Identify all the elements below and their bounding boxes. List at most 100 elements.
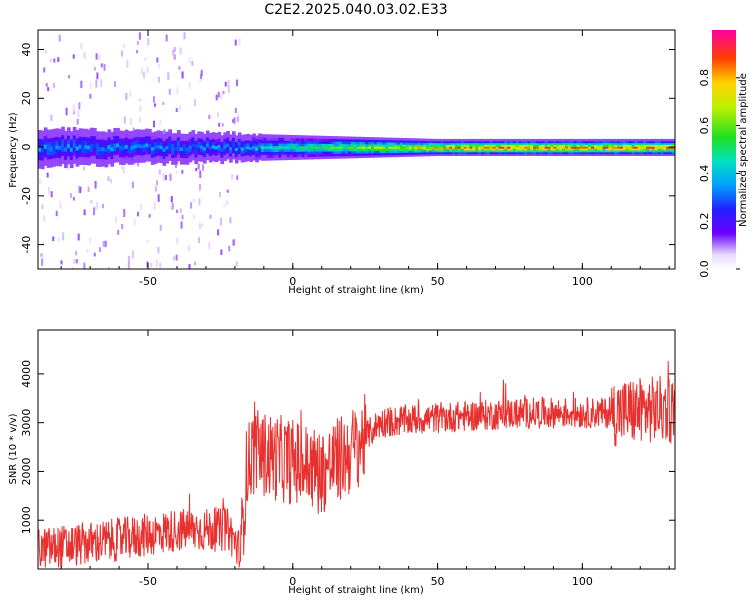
spectrogram-cell (342, 145, 346, 149)
spectrogram-cell (524, 140, 529, 144)
spectrogram-cell (524, 142, 529, 146)
spectrogram-cell (148, 146, 152, 151)
noise-cell (148, 214, 151, 218)
spectrogram-cell (536, 142, 540, 146)
spectrogram-cell (373, 148, 378, 152)
spectrogram-cell (269, 148, 274, 152)
spectrogram-cell (379, 146, 384, 149)
spectrogram-cell (315, 148, 320, 152)
spectrogram-cell (660, 146, 665, 149)
spectrogram-cell (182, 157, 187, 162)
spectrogram-cell (550, 142, 555, 146)
spectrogram-cell (93, 151, 97, 156)
spectrogram-cell (538, 151, 543, 155)
spectrogram-cell (538, 149, 543, 153)
spectrogram-cell (55, 149, 60, 154)
noise-cell (76, 118, 79, 125)
spectrogram-cell (669, 153, 673, 156)
spectrogram-cell (142, 151, 146, 156)
spectrogram-cell (579, 138, 584, 142)
spectrogram-cell (231, 140, 236, 145)
spectrogram-cell (197, 157, 201, 162)
spectrogram-cell (443, 138, 448, 142)
spectrogram-cell (179, 157, 184, 162)
noise-cell (150, 262, 153, 268)
spectrogram-cell (414, 152, 419, 155)
spectrogram-cell (628, 153, 633, 156)
spectrogram-cell (347, 141, 352, 145)
spectrogram-cell (481, 151, 485, 155)
spectrogram-cell (104, 163, 109, 168)
spectrogram-cell (208, 149, 213, 153)
spectrogram-cell (185, 157, 190, 162)
spectrogram-cell (391, 150, 395, 154)
noise-cell (83, 209, 86, 216)
spectrogram-cell (489, 149, 494, 153)
spectrogram-cell (275, 142, 280, 147)
spectrogram-cell (376, 146, 381, 149)
spectrogram-cell (104, 159, 109, 164)
spectrogram-cell (275, 140, 280, 144)
spectrogram-cell (136, 154, 141, 159)
noise-cell (235, 261, 238, 267)
noise-cell (46, 172, 49, 178)
spectrogram-cell (226, 149, 230, 154)
spectrogram-cell (229, 134, 233, 138)
spectrogram-cell (119, 156, 123, 162)
spectrogram-cell (200, 158, 204, 162)
spectrogram-cell (634, 146, 639, 149)
spectrogram-cell (246, 136, 251, 141)
spectrogram-cell (562, 153, 566, 156)
spectrogram-cell (90, 139, 94, 144)
spectrogram-cell (466, 138, 471, 142)
spectrogram-cell (475, 148, 479, 151)
spectrogram-cell (605, 140, 610, 144)
spectrogram-cell (481, 140, 485, 144)
spectrogram-cell (98, 150, 103, 156)
spectrogram-cell (191, 143, 196, 148)
spectrogram-cell (399, 148, 404, 151)
spectrogram-cell (657, 153, 662, 156)
spectrogram-cell (182, 147, 187, 152)
noise-cell (57, 57, 60, 63)
spectrogram-cell (512, 144, 517, 147)
spectrogram-cell (666, 149, 671, 153)
spectrogram-cell (260, 145, 265, 150)
spectrogram-cell (368, 150, 372, 154)
spectrogram-cell (669, 148, 673, 151)
spectrogram-cell (602, 138, 607, 142)
spectrogram-cell (654, 144, 659, 147)
spectrogram-cell (622, 153, 627, 156)
spectrogram-cell (611, 151, 615, 155)
spectrogram-cell (153, 131, 158, 136)
noise-cell (222, 90, 225, 95)
spectrogram-cell (666, 146, 671, 149)
spectrogram-cell (368, 137, 372, 140)
spectrogram-cell (379, 139, 384, 143)
spectrogram-cell (324, 135, 329, 139)
spectrogram-cell (365, 152, 369, 156)
spectrogram-cell (133, 144, 138, 149)
spectrogram-cell (382, 148, 387, 151)
spectrogram-cell (547, 144, 552, 147)
noise-cell (223, 204, 226, 208)
spectrogram-cell (478, 138, 482, 142)
spectrogram-cell (483, 140, 488, 144)
spectrogram-cell (246, 151, 251, 156)
spectrogram-cell (446, 149, 450, 153)
spectrogram-cell (385, 143, 390, 147)
spectrogram-cell (417, 152, 421, 155)
spectrogram-cell (463, 142, 468, 146)
spectrogram-cell (619, 149, 624, 153)
spectrogram-cell (298, 151, 303, 155)
spectrogram-cell (593, 153, 598, 156)
spectrogram-cell (304, 137, 309, 142)
spectrogram-cell (75, 134, 80, 139)
noise-cell (180, 221, 183, 229)
spectrogram-cell (49, 158, 54, 164)
spectrogram-cell (246, 142, 251, 147)
spectrogram-cell (153, 142, 158, 147)
spectrogram-cell (428, 153, 433, 157)
spectrogram-cell (344, 141, 349, 145)
spectrogram-cell (208, 145, 213, 150)
